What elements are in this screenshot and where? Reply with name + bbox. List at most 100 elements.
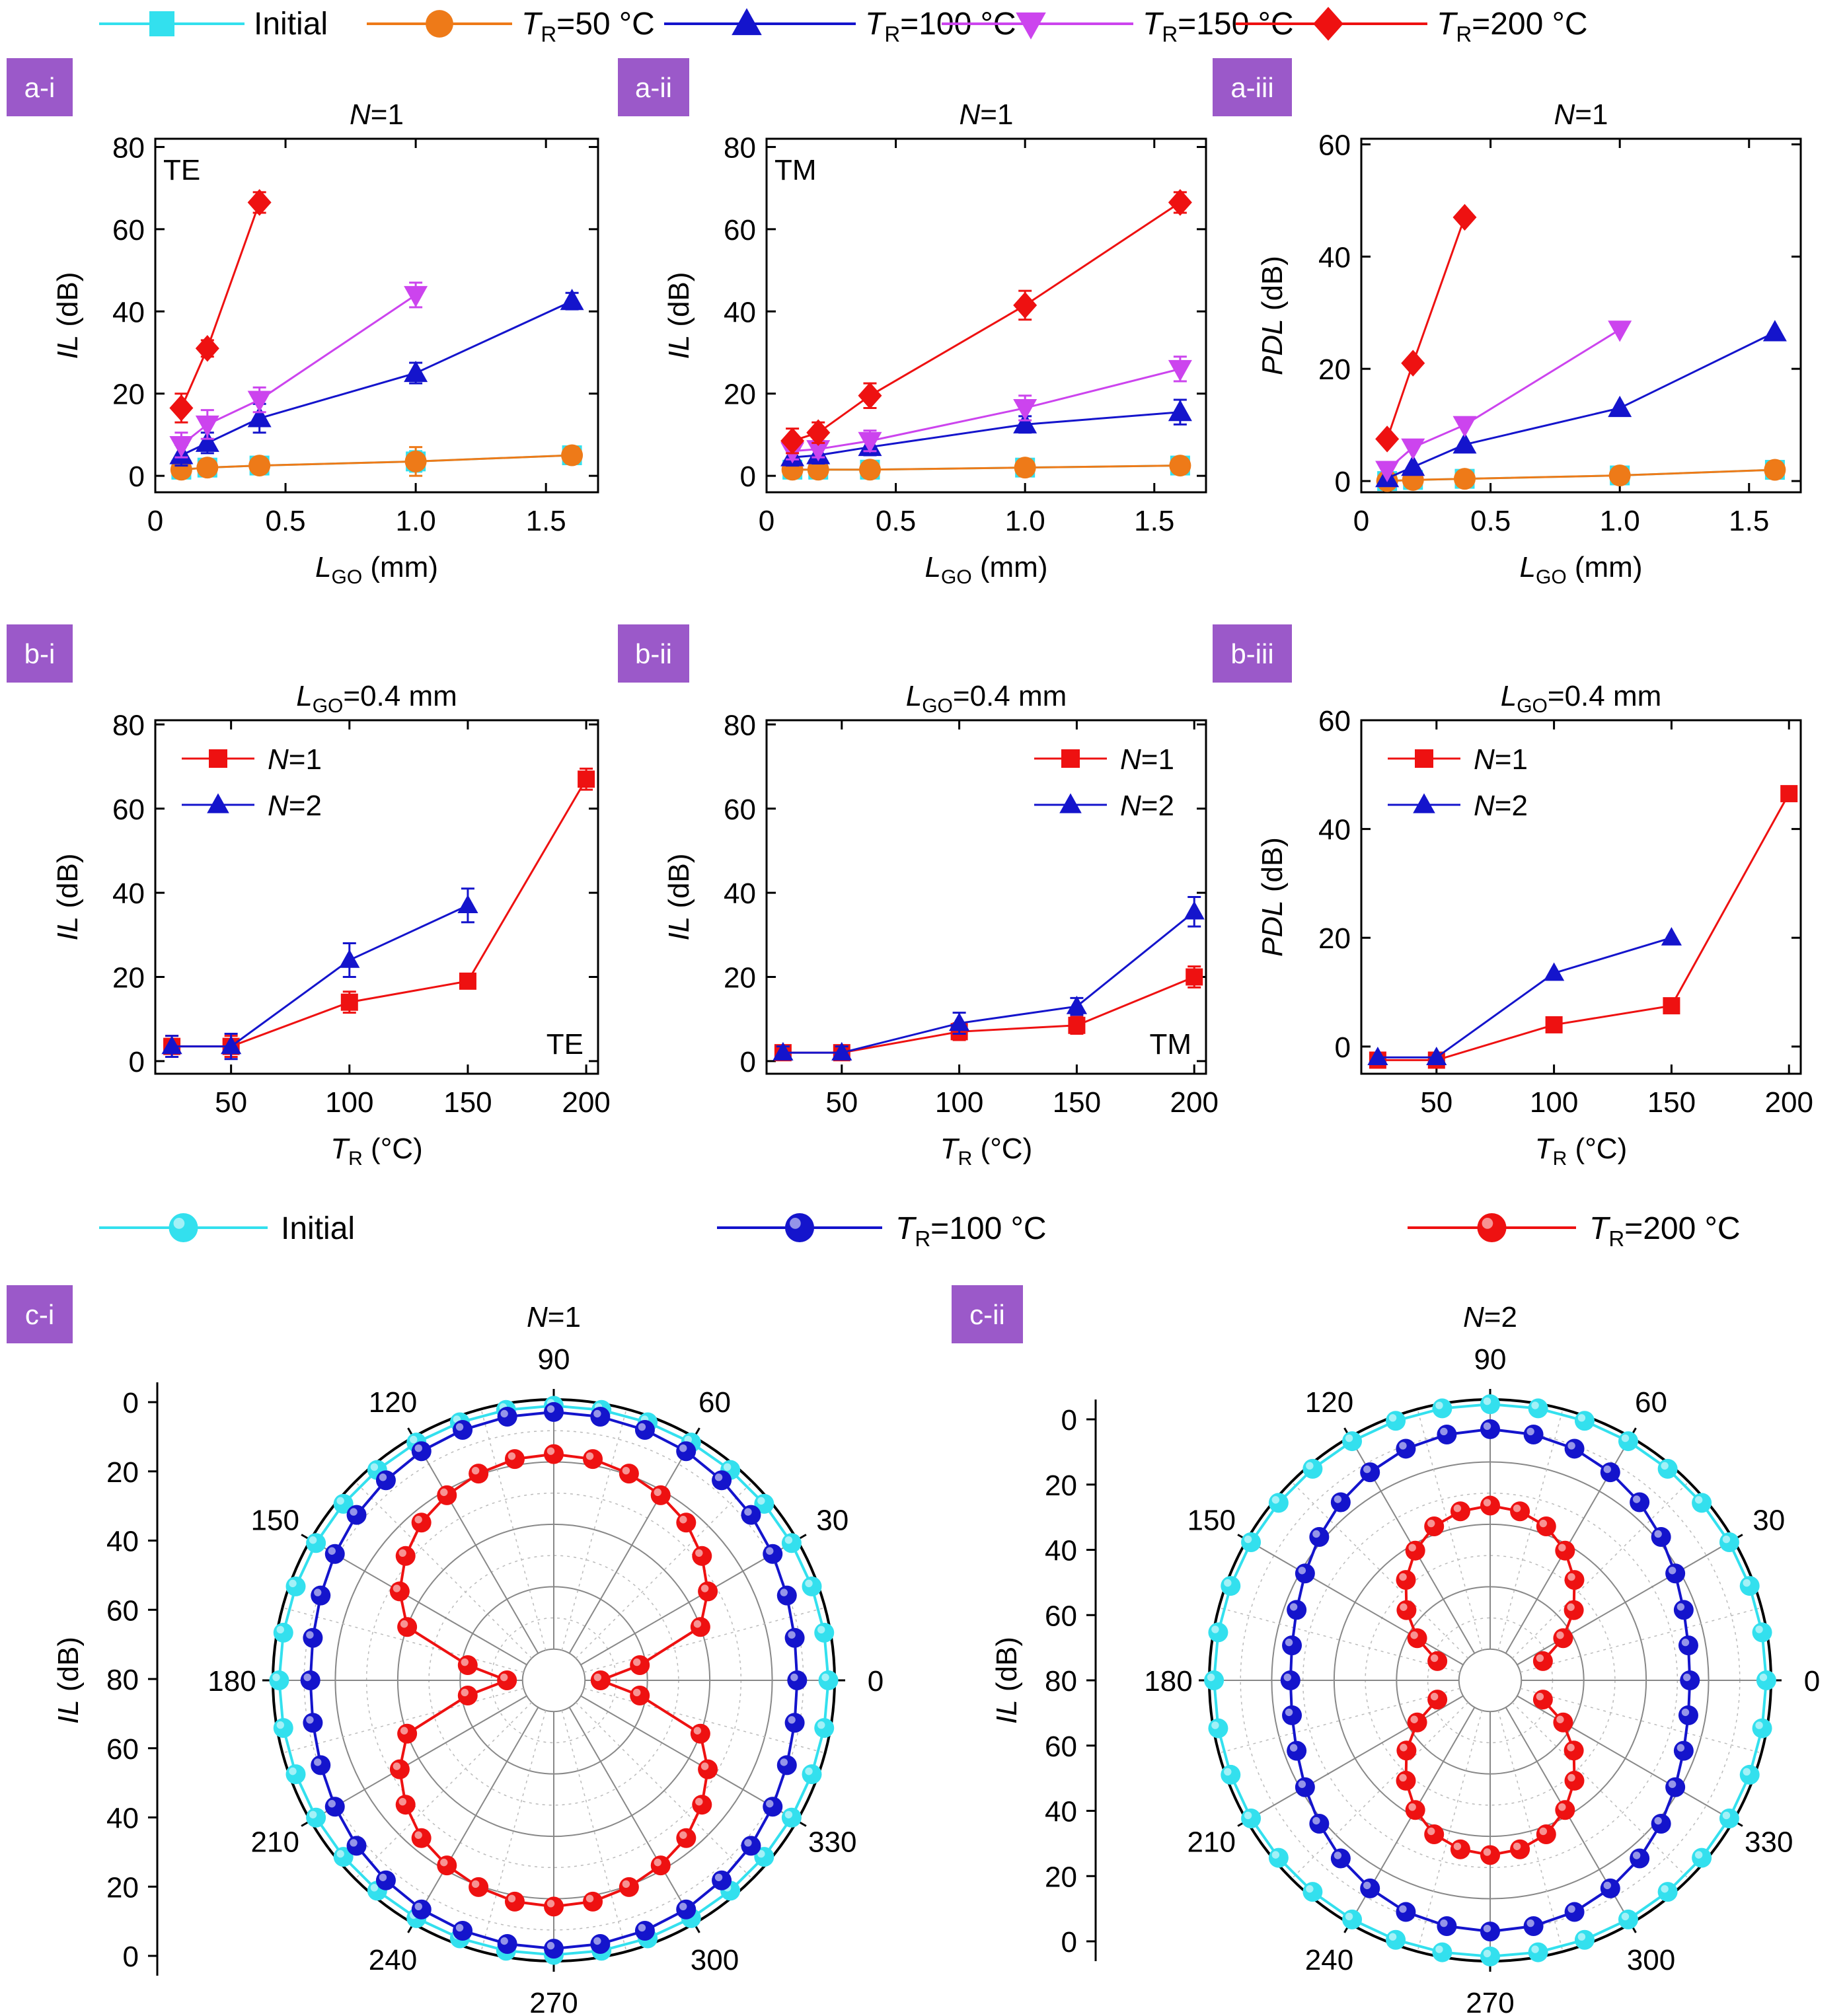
legend-top-marker-3 <box>1016 12 1046 40</box>
data-point-shine <box>336 1497 344 1505</box>
series-line <box>1377 793 1790 1061</box>
data-point-shine <box>633 1658 641 1666</box>
radial-tick-label: 60 <box>106 1733 139 1766</box>
panel-tag-c_ii: c-ii <box>952 1285 1023 1343</box>
data-point-shine <box>1410 1631 1418 1639</box>
data-point-shine <box>398 1797 406 1806</box>
data-point <box>578 770 595 788</box>
data-point <box>650 1485 671 1505</box>
data-point <box>397 1617 418 1637</box>
y-tick-label: 20 <box>1318 922 1351 955</box>
data-point <box>1663 997 1680 1015</box>
data-point <box>1450 1839 1470 1859</box>
data-point <box>1719 1808 1739 1828</box>
panel-tag-a_ii-label: a-ii <box>635 72 672 103</box>
data-point <box>389 1759 410 1779</box>
series-line <box>180 202 261 409</box>
data-point <box>346 1505 367 1525</box>
data-point <box>690 1617 710 1637</box>
panel-tag-b_iii-bg <box>1213 624 1292 683</box>
plot-frame <box>1360 137 1802 494</box>
data-point <box>1657 1458 1678 1479</box>
data-point-shine <box>440 1488 448 1497</box>
data-point-shine <box>757 1849 765 1858</box>
x-axis-label: LGO (mm) <box>925 551 1048 588</box>
data-point-shine <box>1285 1708 1293 1717</box>
x-tick-label: 100 <box>935 1086 983 1119</box>
data-point <box>763 1544 783 1564</box>
series-3 <box>169 281 428 459</box>
chart-a_iii: 0 0.5 1.0 1.5 0 20 40 60 N=1 LGO (mm) PDL (dB) <box>1256 98 1802 588</box>
data-point <box>781 1807 802 1828</box>
y-tick-label: 0 <box>740 461 756 493</box>
data-point <box>459 972 476 990</box>
data-point <box>497 1406 517 1427</box>
series-line <box>792 202 1181 442</box>
data-point <box>195 335 219 362</box>
legend-top-label-2: TR=100 °C <box>865 7 1016 46</box>
data-point <box>1630 1492 1650 1512</box>
radial-tick-label: 60 <box>1045 1600 1077 1632</box>
data-point-shine <box>1271 1851 1280 1859</box>
data-point <box>247 189 272 216</box>
data-point <box>806 419 831 447</box>
radial-tick-label: 0 <box>1061 1926 1077 1959</box>
data-point <box>311 1755 331 1775</box>
x-tick-label: 50 <box>825 1086 858 1119</box>
data-point-shine <box>1681 1638 1690 1647</box>
data-point-shine <box>693 1727 702 1735</box>
y-tick-label: 60 <box>724 794 756 826</box>
panel-tag-b_iii: b-iii <box>1213 624 1292 683</box>
data-point <box>1396 1740 1417 1761</box>
x-tick-label: 0 <box>759 505 774 537</box>
data-point <box>1555 1540 1575 1561</box>
data-point-shine <box>1621 1434 1630 1442</box>
data-point <box>404 285 428 308</box>
radial-tick-label: 60 <box>106 1594 139 1627</box>
data-point <box>1169 455 1191 477</box>
radial-tick-label: 40 <box>1045 1796 1077 1828</box>
data-point-shine <box>744 1839 752 1847</box>
data-point <box>346 1836 367 1856</box>
data-point <box>583 1891 603 1912</box>
x-tick-label: 50 <box>1420 1086 1452 1119</box>
data-point <box>161 1035 182 1055</box>
data-point <box>1280 1670 1300 1690</box>
data-point-shine <box>1298 1780 1306 1788</box>
chart-b_ii: 50 100 150 200 0 20 40 60 80 LGO=0.4 mm TR (°C) IL … <box>663 680 1219 1170</box>
data-point <box>1608 465 1631 487</box>
x-tick-label: 0 <box>147 505 163 537</box>
data-point-shine <box>471 1880 480 1888</box>
data-point-shine <box>1755 1721 1763 1729</box>
x-tick-label: 200 <box>1170 1086 1219 1119</box>
legend-marker-0 <box>209 749 227 768</box>
data-point <box>1302 1458 1323 1479</box>
y-tick-label: 0 <box>740 1046 756 1078</box>
data-point-shine <box>1312 1530 1320 1538</box>
plot-frame <box>154 719 599 1075</box>
data-point <box>1401 455 1425 476</box>
data-point <box>1360 1462 1380 1483</box>
y-axis-label: PDL (dB) <box>1256 256 1289 375</box>
data-point <box>1678 1705 1698 1725</box>
data-point-shine <box>1531 1401 1539 1409</box>
data-point <box>1510 1501 1530 1522</box>
y-tick-label: 80 <box>724 131 756 164</box>
y-tick-label: 40 <box>724 296 756 328</box>
radial-tick-label: 20 <box>106 1456 139 1489</box>
series-line <box>172 778 587 1048</box>
data-point-shine <box>500 1937 508 1945</box>
data-point <box>1536 1824 1556 1844</box>
data-point <box>1450 1501 1470 1522</box>
legend-top-label-0: Initial <box>254 7 328 42</box>
data-point <box>375 1870 396 1890</box>
data-point <box>1427 1690 1448 1710</box>
data-point-shine <box>350 1839 358 1847</box>
data-point <box>1407 1712 1427 1733</box>
data-point <box>1426 1047 1447 1066</box>
data-point <box>544 1444 564 1464</box>
data-point <box>814 1622 835 1643</box>
data-point-shine <box>679 1444 687 1452</box>
radial-tick-label: 40 <box>1045 1535 1077 1567</box>
data-point-shine <box>1399 1773 1407 1782</box>
